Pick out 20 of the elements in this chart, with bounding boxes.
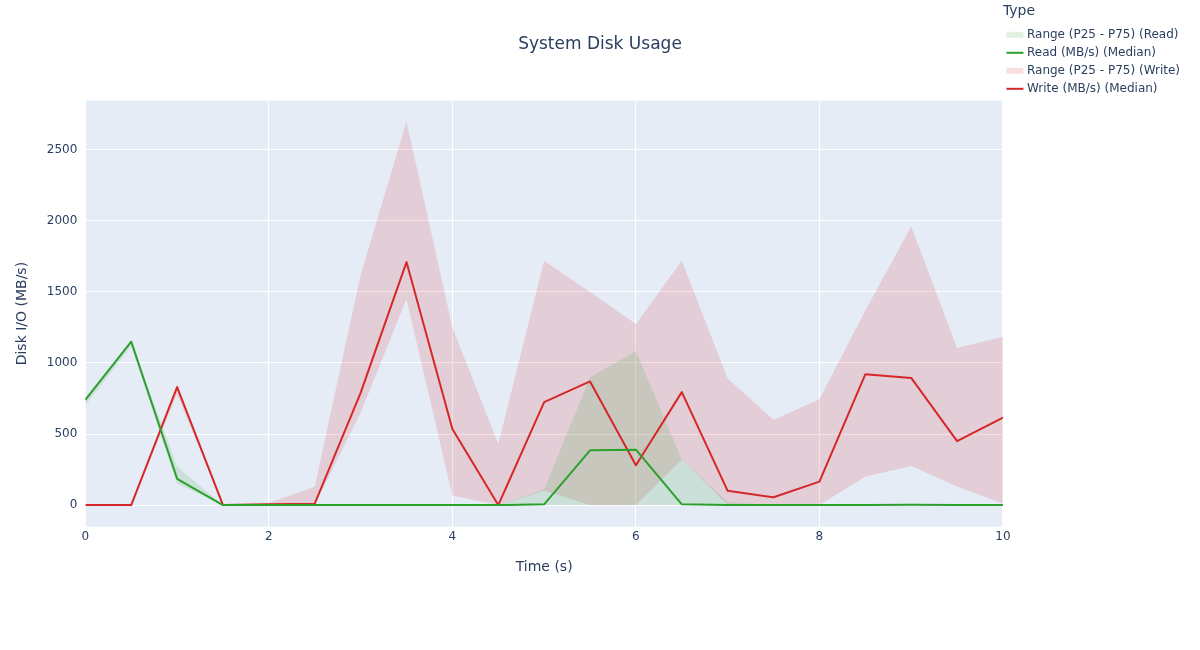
y-tick-label: 1000 [46, 355, 78, 370]
x-tick-label: 2 [265, 529, 273, 544]
y-axis-title: Disk I/O (MB/s) [13, 261, 30, 366]
x-tick-label: 0 [81, 529, 90, 544]
x-tick-label: 10 [995, 529, 1011, 544]
x-axis-title: Time (s) [514, 558, 573, 575]
x-tick-label: 4 [448, 529, 457, 544]
y-tick-label: 2500 [46, 141, 78, 156]
x-tick-label: 6 [632, 529, 640, 544]
y-tick-label: 0 [69, 497, 78, 512]
legend-label: Write (MB/s) (Median) [1026, 80, 1158, 95]
chart-title: System Disk Usage [518, 32, 682, 53]
text: Range (P25 - P75) (Write) [1026, 62, 1181, 77]
y-tick-label: 500 [54, 426, 78, 441]
y-tick-label: 1500 [46, 284, 78, 299]
text: Range (P25 - P75) (Read) [1026, 26, 1179, 41]
legend-label: Read (MB/s) (Median) [1026, 44, 1157, 59]
x-tick-label: 8 [815, 529, 824, 544]
y-tick-label: 2000 [46, 213, 78, 228]
legend-title: Type [1001, 1, 1036, 18]
